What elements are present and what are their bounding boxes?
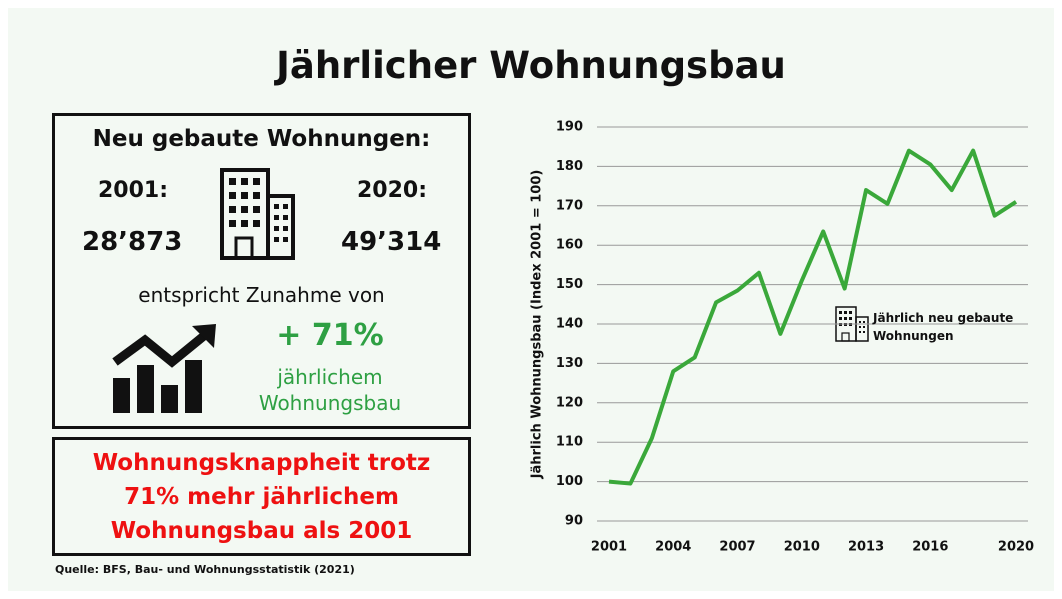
callout-box: [52, 437, 471, 556]
panel-text: entspricht Zunahme von: [138, 283, 385, 307]
data-line: [608, 148, 1018, 486]
y-tick-label: 140: [556, 317, 583, 332]
increase: + 71%: [276, 318, 384, 353]
x-tick-label: 2001: [591, 540, 627, 555]
x-tick-label: 2007: [719, 540, 755, 555]
y-tick-label: 110: [556, 435, 583, 450]
background: [8, 8, 1054, 591]
x-tick-label: 2010: [784, 540, 820, 555]
x-tick-label: 2004: [655, 540, 691, 555]
y-tick-label: 170: [556, 198, 583, 213]
y-tick-label: 100: [556, 474, 583, 489]
x-tick-label: 2020: [998, 540, 1034, 555]
summary-box: [52, 113, 471, 429]
start-year: 2001:: [98, 178, 169, 203]
source: Quelle: BFS, Bau- und Wohnungsstatistik …: [55, 563, 355, 576]
building-icon: [220, 168, 295, 260]
y-tick-label: 120: [556, 395, 583, 410]
y-axis-label: Jährlich Wohnungsbau (Index 2001 = 100): [530, 170, 545, 480]
increase-note: jährlichem Wohnungsbau: [258, 365, 402, 415]
y-tick-label: 90: [565, 514, 583, 529]
panel-heading: Neu gebaute Wohnungen:: [92, 126, 431, 152]
y-tick-label: 130: [556, 356, 583, 371]
page-title: Jährlicher Wohnungsbau: [276, 44, 786, 87]
y-tick-label: 160: [556, 238, 583, 253]
callout: Wohnungsknappheit trotz 71% mehr jährlic…: [92, 450, 431, 544]
growth-icon: [112, 324, 216, 413]
y-tick-label: 190: [556, 120, 583, 135]
x-tick-label: 2016: [912, 540, 948, 555]
x-tick-label: 2013: [848, 540, 884, 555]
legend-entry: Jährlich neu gebaute Wohnungen: [873, 311, 1014, 343]
end-year: 2020:: [357, 178, 428, 203]
y-tick-label: 180: [556, 159, 583, 174]
start-value: 28’873: [82, 227, 183, 257]
y-tick-label: 150: [556, 277, 583, 292]
end-value: 49’314: [341, 227, 442, 257]
